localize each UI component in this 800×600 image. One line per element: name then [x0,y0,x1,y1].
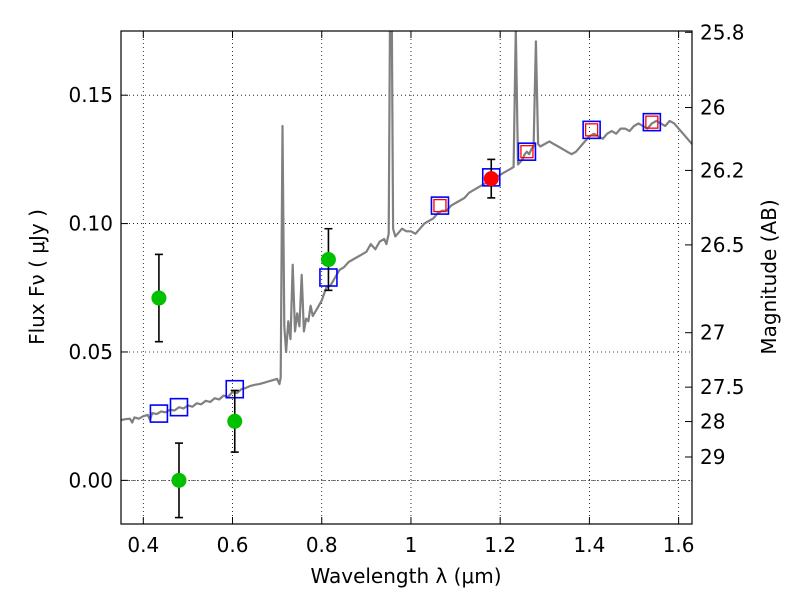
y-tick-label: 0.05 [68,340,113,364]
grid [121,31,692,524]
blue-square-marker [517,142,537,161]
right-tick-label: 29 [700,445,725,469]
blue-square-marker [582,120,601,140]
x-tick-label: 1.2 [484,533,516,557]
right-tick-label: 26.2 [700,158,745,182]
green-data-point [171,472,187,488]
blue-square-marker [642,112,662,132]
right-axis-label: Magnitude (AB) [757,199,781,354]
red-data-point [483,171,499,187]
y-axis-label: Flux Fν ( μJy ) [25,209,49,345]
y-tick-label: 0.15 [68,83,113,107]
x-tick-label: 1 [405,533,418,557]
red-square-marker [645,115,659,129]
red-square-marker [520,145,534,159]
y-tick-label: 0.10 [68,212,113,236]
x-tick-label: 1.4 [573,533,605,557]
right-tick-label: 27.5 [700,375,745,399]
right-tick-label: 25.8 [700,20,745,44]
red-square-marker [433,198,447,213]
right-tick-label: 28 [700,410,725,434]
y-tick-label: 0.00 [68,468,113,492]
green-data-point [320,252,336,268]
plot-area [121,31,692,519]
blue-square-marker [169,397,189,417]
x-axis-label: Wavelength λ (μm) [310,564,501,588]
right-tick-label: 26 [700,96,725,120]
red-square-marker [584,123,599,137]
green-data-point [227,413,243,429]
axes: 0.4 0.6 0.8 1 1.2 1.4 1.6 0.00 0.05 0.10 0.15 25.8 2… [68,20,744,557]
x-tick-label: 1.6 [663,533,695,557]
green-data-point [151,290,167,306]
right-tick-label: 26.5 [700,233,745,257]
spectrum-line [121,31,692,424]
blue-square-marker [430,196,450,215]
plot-frame [120,30,693,525]
x-tick-label: 0.8 [306,533,338,557]
blue-square-marker [149,404,169,423]
right-tick-label: 27 [700,321,725,345]
x-tick-label: 0.4 [127,533,159,557]
x-tick-label: 0.6 [217,533,249,557]
